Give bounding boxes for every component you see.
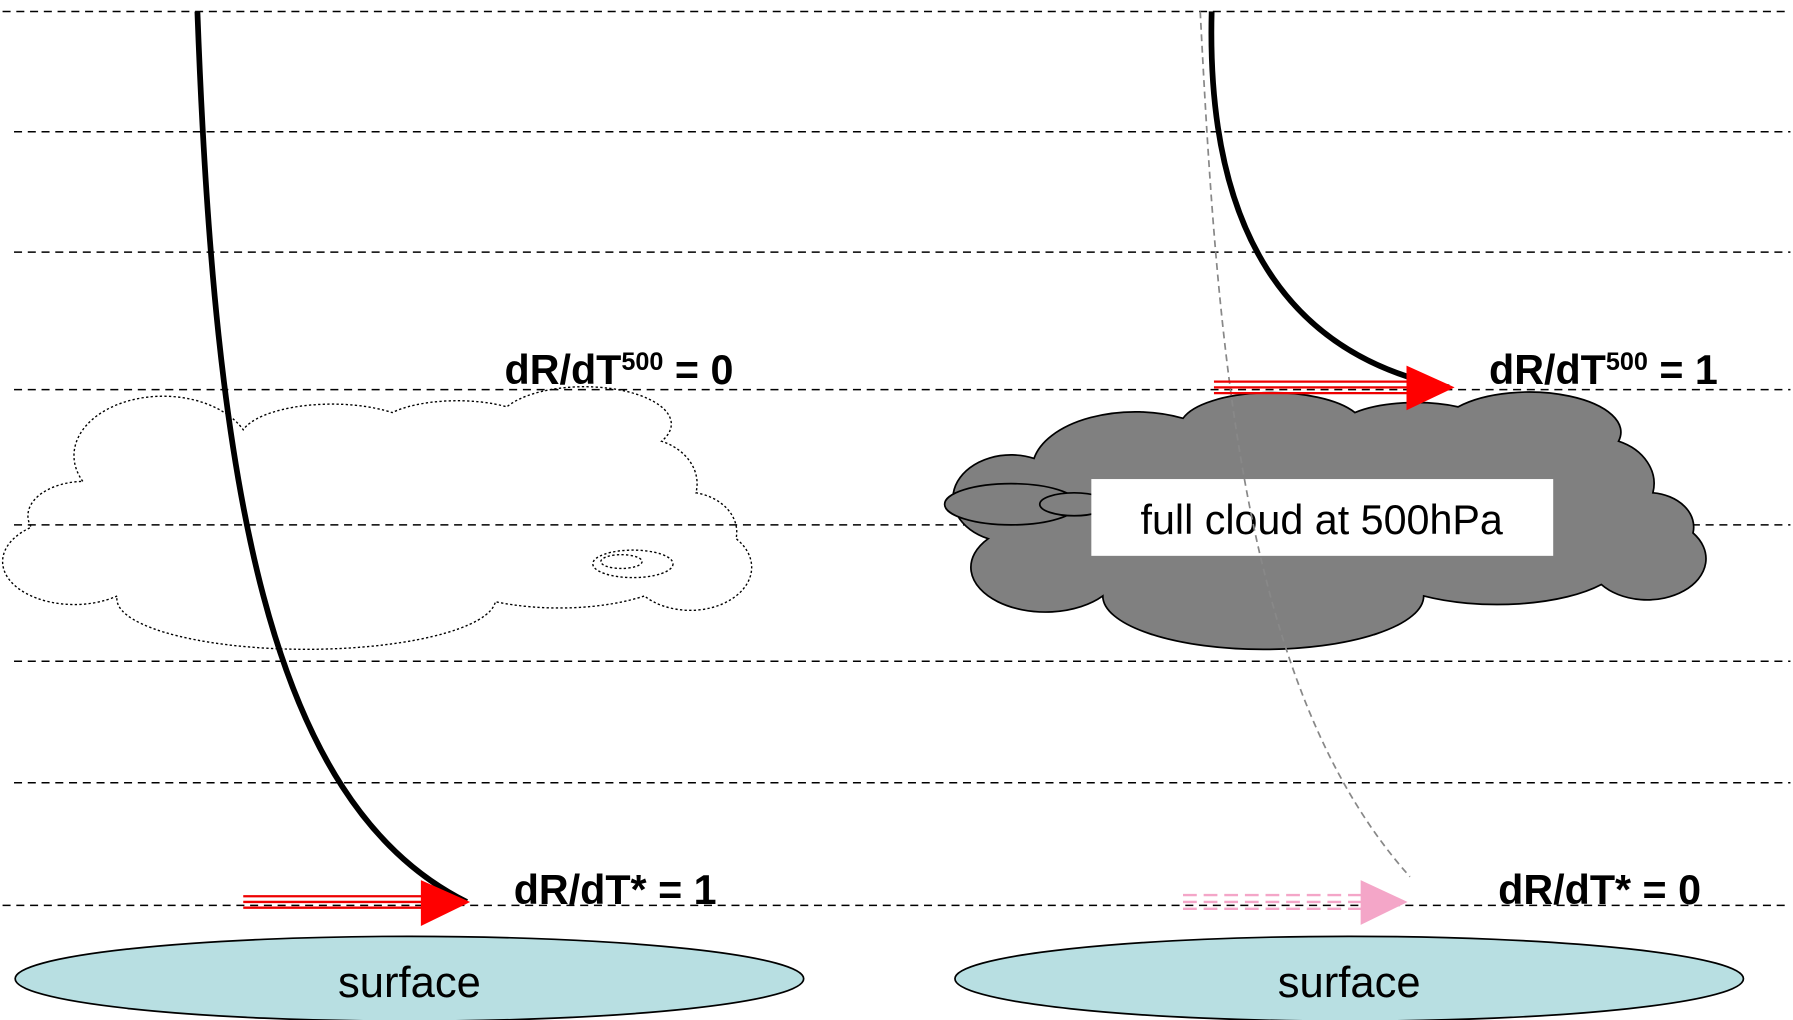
emission-path (194, 11, 469, 905)
cloud-puff (600, 554, 643, 570)
surface-label: surface (1278, 959, 1421, 1007)
label-base: dR/dT (1489, 347, 1606, 393)
label-sup: 500 (621, 348, 663, 376)
cloud-label: full cloud at 500hPa (1141, 497, 1503, 543)
cloud-label-box (1091, 479, 1554, 556)
surface-flux-label: dR/dT* = 0 (1498, 867, 1701, 913)
label-rest: = 1 (1648, 347, 1718, 393)
emission-path (1208, 11, 1450, 391)
label-rest: = 0 (663, 347, 733, 393)
blocked-path (1199, 11, 1411, 878)
surface-flux-label: dR/dT* = 1 (514, 867, 717, 913)
surface-label: surface (338, 959, 481, 1007)
flux-label: dR/dT500 = 1 (1489, 347, 1718, 393)
red-arrow (243, 880, 471, 927)
cloud-puff (592, 549, 674, 579)
pink-arrow (1183, 880, 1408, 925)
label-sup: 500 (1606, 348, 1648, 376)
red-arrow (1213, 365, 1455, 411)
surface-shape (14, 935, 805, 1020)
empty-cloud (1, 386, 753, 651)
label-base: dR/dT (505, 347, 622, 393)
surface-shape (954, 935, 1745, 1020)
flux-label: dR/dT500 = 0 (505, 347, 734, 393)
level-lines (2, 10, 1791, 907)
cloud-outline (1, 386, 753, 651)
